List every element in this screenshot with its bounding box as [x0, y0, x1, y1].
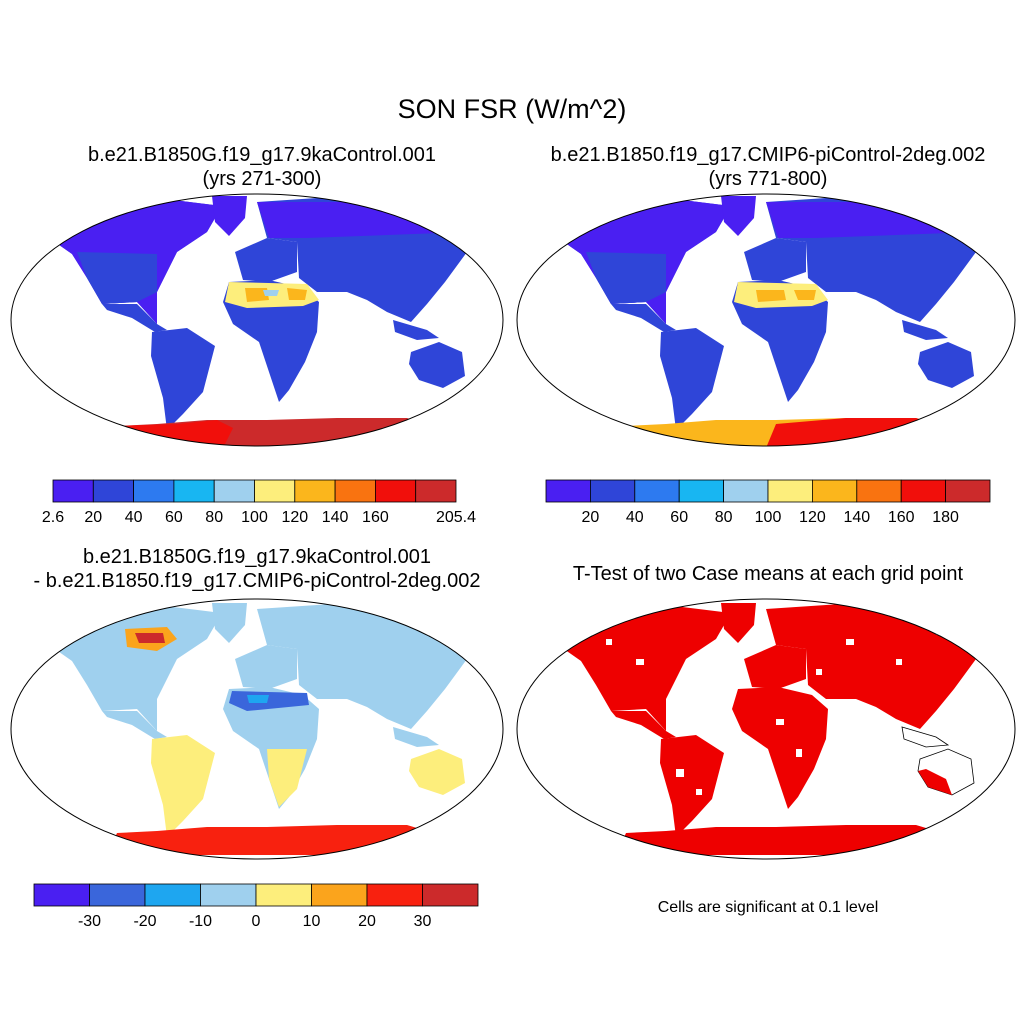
colorbar-3-box [255, 883, 312, 907]
colorbar-1-box [52, 479, 94, 503]
colorbar-2-box [900, 479, 947, 503]
colorbar-2-box [856, 479, 902, 503]
colorbar-3-label: 0 [252, 913, 261, 930]
colorbar-2-box [812, 479, 858, 503]
map-panel-1 [10, 193, 504, 447]
colorbar-3-box [144, 883, 201, 907]
significance-note: Cells are significant at 0.1 level [657, 899, 879, 916]
colorbar-2-label: 160 [888, 509, 915, 526]
colorbar-2-label: 80 [715, 509, 733, 526]
colorbar-1-box [254, 479, 296, 503]
colorbar-2-label: 100 [755, 509, 782, 526]
panel-3-title-line2: - b.e21.B1850.f19_g17.CMIP6-piControl-2d… [33, 570, 481, 592]
colorbar-1-box [133, 479, 175, 503]
panel-2-title-line1: b.e21.B1850.f19_g17.CMIP6-piControl-2deg… [550, 144, 986, 166]
colorbar-1-box [213, 479, 255, 503]
colorbar-2-box [634, 479, 680, 503]
colorbar-3-box [33, 883, 90, 907]
panel-4-title: T-Test of two Case means at each grid po… [572, 563, 964, 585]
colorbar-1-label: 160 [362, 509, 389, 526]
colorbar-1-box [374, 479, 417, 503]
colorbar-1-label: 60 [165, 509, 183, 526]
colorbar-1-label: 100 [241, 509, 268, 526]
colorbar-1-label: 80 [205, 509, 223, 526]
colorbar-3-box [422, 883, 479, 907]
panel-3-title-line1: b.e21.B1850G.f19_g17.9kaControl.001 [82, 546, 432, 568]
colorbar-1-label: 20 [84, 509, 102, 526]
colorbar-3-box [89, 883, 146, 907]
panel-1-title-line2: (yrs 271-300) [202, 168, 322, 190]
colorbar-3-box [200, 883, 257, 907]
colorbar-3: -30 -20 -10 0 10 20 30 [33, 883, 479, 930]
colorbar-3-label: 20 [358, 913, 376, 930]
colorbar-2: 20 40 60 80 100 120 140 160 180 [545, 479, 991, 526]
map-panel-4 [516, 598, 1016, 860]
colorbar-2-label: 180 [932, 509, 959, 526]
colorbar-3-label: -20 [133, 913, 156, 930]
colorbar-1: 2.6 20 40 60 80 100 120 140 160 205.4 [42, 479, 476, 526]
map-panel-3 [10, 598, 504, 860]
colorbar-2-box [678, 479, 725, 503]
colorbar-3-label: 30 [414, 913, 432, 930]
colorbar-2-box [767, 479, 813, 503]
colorbar-1-box [294, 479, 336, 503]
colorbar-1-label: 140 [322, 509, 349, 526]
colorbar-1-label: 40 [125, 509, 143, 526]
colorbar-1-box [92, 479, 135, 503]
colorbar-3-label: -10 [189, 913, 212, 930]
colorbar-2-label: 120 [799, 509, 826, 526]
colorbar-1-label: 205.4 [436, 509, 476, 526]
colorbar-3-label: -30 [78, 913, 101, 930]
colorbar-3-box [311, 883, 368, 907]
colorbar-2-label: 140 [843, 509, 870, 526]
panel-1-title: b.e21.B1850G.f19_g17.9kaControl.001 (yrs… [12, 143, 512, 191]
colorbar-3-label: 10 [303, 913, 321, 930]
colorbar-1-box [334, 479, 376, 503]
panel-2-title: b.e21.B1850.f19_g17.CMIP6-piControl-2deg… [512, 143, 1024, 191]
colorbar-2-label: 60 [670, 509, 688, 526]
panel-3-title: b.e21.B1850G.f19_g17.9kaControl.001 - b.… [0, 545, 514, 593]
colorbar-1-label: 120 [281, 509, 308, 526]
colorbar-2-box [590, 479, 636, 503]
panel-2-title-line2: (yrs 771-800) [708, 168, 828, 190]
map-panel-2 [516, 193, 1016, 447]
colorbar-1-box [415, 479, 457, 503]
colorbar-1-label: 2.6 [42, 509, 64, 526]
colorbar-1-box [173, 479, 215, 503]
colorbar-2-box [723, 479, 769, 503]
colorbar-2-label: 20 [582, 509, 600, 526]
colorbar-3-box [366, 883, 423, 907]
main-title: SON FSR (W/m^2) [397, 94, 627, 124]
colorbar-2-label: 40 [626, 509, 644, 526]
colorbar-2-box [545, 479, 591, 503]
colorbar-2-box [945, 479, 991, 503]
panel-1-title-line1: b.e21.B1850G.f19_g17.9kaControl.001 [87, 144, 437, 166]
